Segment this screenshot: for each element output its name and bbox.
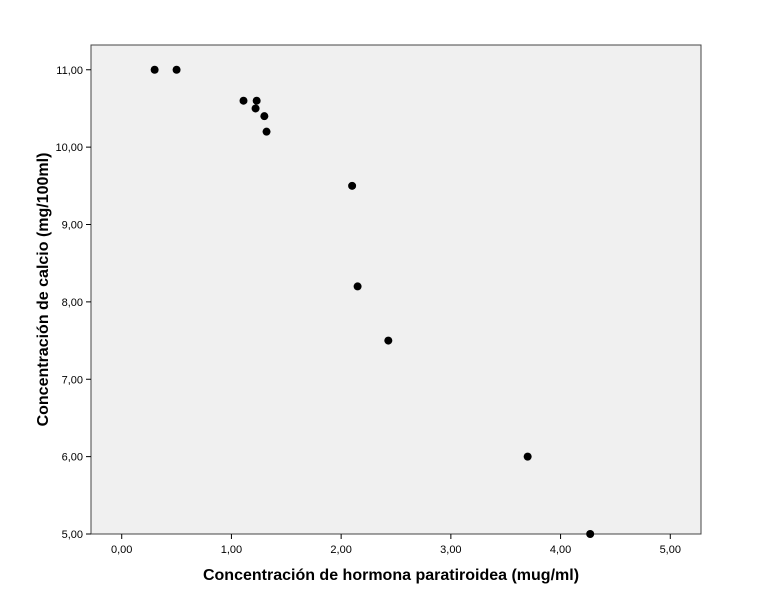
x-tick-label: 1,00 xyxy=(221,544,242,556)
data-point xyxy=(348,181,357,190)
data-point xyxy=(260,112,269,121)
data-point xyxy=(262,127,271,136)
data-point xyxy=(251,104,260,113)
data-point xyxy=(384,336,393,345)
data-point xyxy=(353,282,362,291)
y-tick-label: 5,00 xyxy=(62,529,83,541)
data-point xyxy=(523,452,532,461)
data-point xyxy=(150,65,159,74)
x-tick-label: 4,00 xyxy=(550,544,571,556)
y-axis-title: Concentración de calcio (mg/100ml) xyxy=(35,153,52,427)
y-tick-label: 11,00 xyxy=(56,65,83,77)
plot-area xyxy=(90,44,702,535)
axis-ticks: 0,00 1,00 2,00 3,00 4,00 5,00 5,00 6,00 7,00 8,00… xyxy=(55,65,681,556)
y-tick-label: 7,00 xyxy=(62,374,83,386)
y-tick-label: 8,00 xyxy=(62,297,83,309)
y-tick-label: 10,00 xyxy=(55,142,83,154)
data-point xyxy=(586,530,595,538)
x-axis-title: Concentración de hormona paratiroidea (m… xyxy=(203,567,579,584)
data-points xyxy=(150,65,595,538)
y-tick-label: 9,00 xyxy=(62,220,83,232)
x-tick-label: 5,00 xyxy=(660,544,681,556)
data-point xyxy=(239,96,248,105)
y-tick-label: 6,00 xyxy=(62,452,83,464)
data-point xyxy=(252,96,261,105)
x-tick-label: 2,00 xyxy=(330,544,351,556)
x-tick-label: 3,00 xyxy=(440,544,461,556)
data-point xyxy=(172,65,181,74)
x-tick-label: 0,00 xyxy=(111,544,132,556)
